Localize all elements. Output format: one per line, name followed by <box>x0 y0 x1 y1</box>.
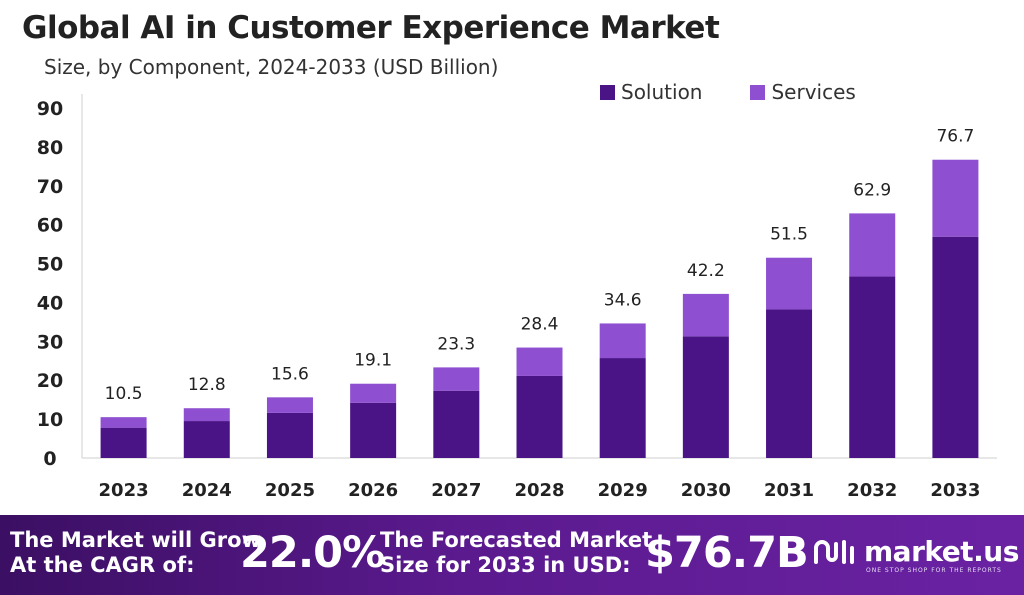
bar-solution-2027 <box>433 390 480 458</box>
bar-services-2023 <box>100 417 147 428</box>
cagr-label-line2: At the CAGR of: <box>10 553 195 577</box>
bar-solution-2026 <box>350 402 397 458</box>
x-tick-label-2026: 2026 <box>348 480 398 501</box>
bar-solution-2029 <box>599 358 646 458</box>
cagr-label: The Market will Grow At the CAGR of: <box>10 528 261 578</box>
bar-solution-2024 <box>183 421 230 458</box>
data-label-2023: 10.5 <box>105 384 143 404</box>
data-label-2026: 19.1 <box>354 351 392 371</box>
market-us-logo-icon <box>814 539 854 564</box>
bar-services-2033 <box>932 159 979 237</box>
y-tick-label: 80 <box>37 137 63 159</box>
legend-swatch-services <box>750 84 766 100</box>
legend-item-services: Services <box>750 80 856 104</box>
bar-services-2031 <box>766 257 813 310</box>
chart-subtitle: Size, by Component, 2024-2033 (USD Billi… <box>44 55 499 79</box>
data-label-2025: 15.6 <box>271 364 309 384</box>
forecast-value: $76.7B <box>645 528 809 578</box>
legend-swatch-solution <box>600 84 615 100</box>
x-tick-label-2025: 2025 <box>265 480 315 501</box>
cagr-value: 22.0% <box>240 528 385 578</box>
footer-banner: The Market will Grow At the CAGR of: 22.… <box>0 515 1024 595</box>
y-tick-label: 50 <box>37 254 63 276</box>
legend-item-solution: Solution <box>600 80 702 104</box>
x-tick-label-2023: 2023 <box>99 480 149 501</box>
bar-solution-2030 <box>682 336 729 458</box>
bar-services-2030 <box>682 293 729 337</box>
x-tick-label-2024: 2024 <box>182 480 232 501</box>
y-tick-label: 40 <box>37 292 63 314</box>
legend-label-solution: Solution <box>621 80 703 104</box>
data-label-2029: 34.6 <box>604 290 642 310</box>
y-tick-label: 70 <box>37 176 63 198</box>
y-tick-label: 90 <box>37 98 63 120</box>
x-tick-label-2033: 2033 <box>930 480 980 501</box>
data-label-2024: 12.8 <box>188 375 226 395</box>
cagr-label-line1: The Market will Grow <box>10 528 261 552</box>
y-tick-label: 20 <box>37 370 63 392</box>
data-label-2032: 62.9 <box>853 180 891 200</box>
bar-solution-2033 <box>932 236 979 458</box>
y-tick-label: 30 <box>37 331 63 353</box>
y-tick-label: 0 <box>43 448 56 470</box>
x-tick-label-2028: 2028 <box>514 480 564 501</box>
bar-solution-2032 <box>849 276 896 458</box>
bar-solution-2031 <box>766 309 813 458</box>
x-tick-label-2027: 2027 <box>431 480 481 501</box>
x-tick-label-2029: 2029 <box>598 480 648 501</box>
forecast-label-line2: Size for 2033 in USD: <box>380 553 631 577</box>
data-label-2028: 28.4 <box>521 315 559 335</box>
bar-solution-2025 <box>266 412 313 458</box>
bar-services-2024 <box>183 408 230 422</box>
y-tick-label: 60 <box>37 215 63 237</box>
x-tick-label-2032: 2032 <box>847 480 897 501</box>
bar-solution-2023 <box>100 427 147 458</box>
x-tick-label-2031: 2031 <box>764 480 814 501</box>
data-label-2027: 23.3 <box>437 334 475 354</box>
bar-solution-2028 <box>516 375 563 458</box>
bar-services-2027 <box>433 367 480 391</box>
brand-tagline: ONE STOP SHOP FOR THE REPORTS <box>866 567 1002 574</box>
bar-services-2025 <box>266 397 313 413</box>
bar-chart: 010203040506070809010.5202312.8202415.62… <box>37 94 997 501</box>
forecast-label: The Forecasted Market Size for 2033 in U… <box>380 528 652 578</box>
bar-services-2026 <box>350 383 397 403</box>
x-tick-label-2030: 2030 <box>681 480 731 501</box>
forecast-label-line1: The Forecasted Market <box>380 528 653 552</box>
data-label-2030: 42.2 <box>687 261 725 281</box>
bar-services-2029 <box>599 323 646 359</box>
data-label-2033: 76.7 <box>936 127 974 147</box>
chart-legend: Solution Services <box>600 80 856 104</box>
brand-logo: market.us <box>812 535 1019 568</box>
y-tick-label: 10 <box>37 409 63 431</box>
data-label-2031: 51.5 <box>770 225 808 245</box>
brand-name: market.us <box>864 535 1019 568</box>
chart-title: Global AI in Customer Experience Market <box>22 10 720 46</box>
legend-label-services: Services <box>771 80 856 104</box>
bar-services-2032 <box>849 213 896 277</box>
bar-services-2028 <box>516 347 563 376</box>
